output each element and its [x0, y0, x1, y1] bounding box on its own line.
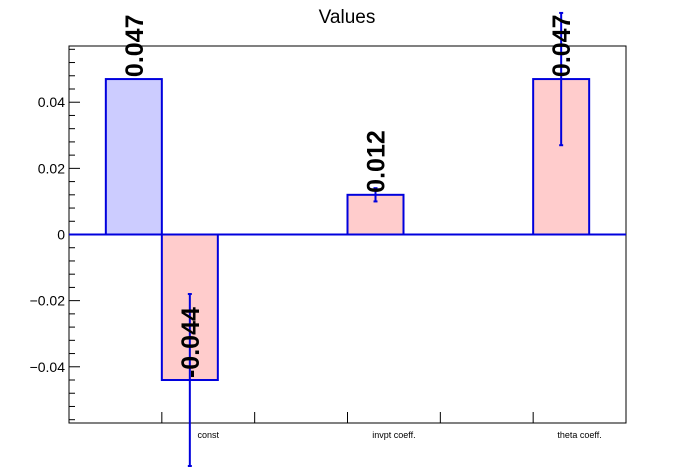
- bars: [104, 11, 591, 467]
- y-tick-label: −0.02: [30, 293, 66, 309]
- bar: [104, 78, 163, 236]
- y-tick-label: −0.04: [30, 359, 66, 375]
- data-label: 0.047: [121, 15, 149, 78]
- x-category-label: theta coeff.: [557, 430, 601, 440]
- x-category-label: invpt coeff.: [372, 430, 415, 440]
- data-label: -0.044: [177, 307, 205, 378]
- data-label: 0.047: [548, 15, 576, 78]
- axes: −0.04 −0.02 0 0.02 0.04 const invpt coeff. thet…: [30, 48, 602, 440]
- chart-title: Values: [319, 7, 376, 28]
- y-tick-label: 0.02: [38, 160, 65, 176]
- y-tick-label: 0.04: [38, 94, 65, 110]
- x-category-label: const: [197, 430, 219, 440]
- data-labels: 0.047 -0.044 0.012 0.047: [121, 15, 576, 379]
- y-tick-label: 0: [57, 227, 65, 243]
- data-label: 0.012: [363, 130, 391, 193]
